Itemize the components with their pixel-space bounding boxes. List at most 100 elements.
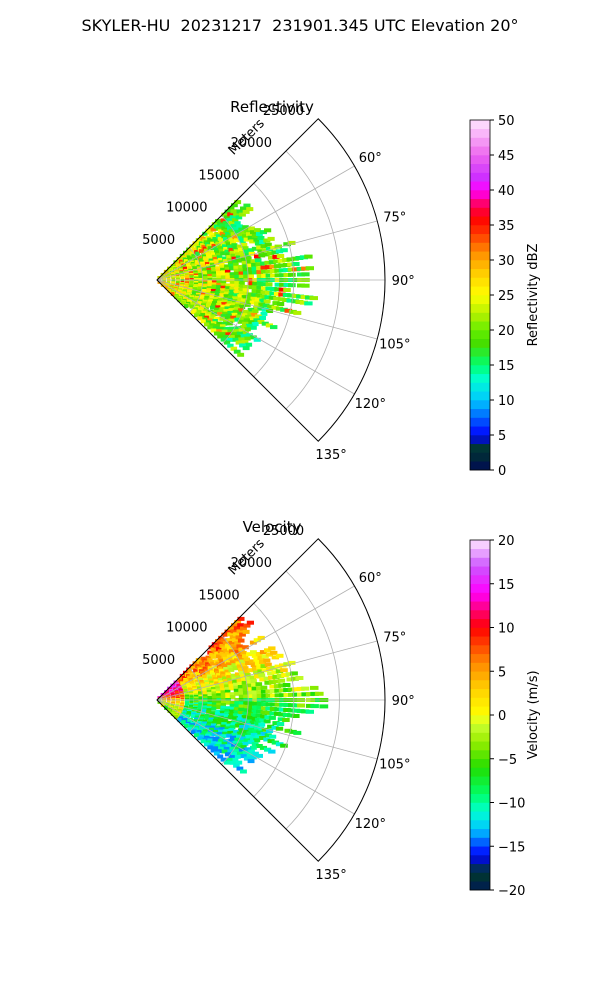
echo-cell — [234, 221, 241, 226]
echo-cell — [271, 725, 279, 730]
echo-cell — [279, 663, 287, 668]
colorbar-segment — [470, 758, 490, 768]
echo-cell — [265, 269, 273, 274]
echo-cell — [243, 701, 250, 706]
echo-cell — [254, 734, 262, 739]
echo-cell — [265, 323, 273, 328]
echo-cell — [228, 318, 235, 323]
echo-cell — [214, 248, 220, 253]
echo-cell — [224, 223, 231, 228]
echo-cell — [210, 328, 217, 333]
echo-cell — [184, 274, 189, 279]
echo-cell — [247, 705, 254, 710]
echo-cell — [282, 713, 291, 717]
echo-cell — [215, 266, 221, 271]
echo-cell — [220, 705, 226, 710]
colorbar-segment — [470, 671, 490, 681]
echo-cell — [224, 708, 231, 713]
echo-cell — [237, 616, 245, 621]
echo-cell — [229, 709, 235, 714]
colorbar-segment — [470, 443, 490, 453]
echo-cell — [265, 286, 273, 291]
colorbar-segment — [470, 233, 490, 243]
echo-cell — [247, 320, 255, 325]
echo-cell — [224, 684, 230, 689]
echo-cell — [254, 314, 262, 319]
echo-cell — [278, 688, 287, 693]
echo-cell — [215, 226, 222, 231]
echo-cell — [256, 665, 263, 670]
echo-cell — [209, 680, 215, 685]
echo-cell — [253, 657, 261, 662]
echo-cell — [284, 728, 293, 733]
echo-cell — [238, 319, 245, 324]
echo-cell — [283, 662, 291, 667]
echo-cell — [242, 330, 249, 335]
echo-cell — [215, 639, 221, 644]
colorbar-segment — [470, 645, 490, 655]
echo-cell — [219, 223, 226, 228]
echo-cell — [233, 265, 240, 270]
echo-cell — [224, 711, 230, 716]
echo-cell — [225, 651, 232, 656]
echo-cell — [216, 741, 222, 746]
echo-cell — [228, 712, 235, 717]
echo-cell — [210, 654, 217, 659]
colorbar-segment — [470, 863, 490, 873]
echo-cell — [257, 669, 265, 674]
colorbar-tick-label: 20 — [498, 534, 515, 549]
sector-frame — [156, 118, 386, 442]
echo-cell — [287, 687, 296, 692]
echo-cell — [190, 665, 196, 670]
echo-cell — [214, 712, 220, 717]
echo-cell — [208, 258, 214, 263]
echo-cell — [209, 293, 215, 298]
echo-cell — [246, 263, 253, 268]
echo-cell — [211, 280, 217, 285]
echo-cell — [283, 268, 291, 272]
echo-cell — [218, 309, 224, 314]
echo-cell — [231, 623, 238, 628]
echo-cell — [238, 247, 245, 252]
echo-cell — [207, 273, 213, 278]
echo-cell — [213, 259, 219, 264]
echo-cell — [256, 266, 263, 271]
echo-cell — [270, 665, 278, 670]
echo-cell — [296, 294, 305, 299]
echo-cell — [266, 667, 274, 671]
echo-cell — [239, 251, 246, 255]
echo-cell — [273, 679, 281, 684]
colorbar-segment — [470, 540, 490, 550]
echo-cell — [260, 706, 268, 711]
echo-cell — [217, 739, 224, 744]
echo-cell — [217, 656, 224, 661]
echo-cell — [224, 269, 231, 274]
echo-cell — [225, 692, 231, 697]
echo-cell — [286, 677, 295, 682]
echo-cell — [236, 233, 243, 237]
echo-cell — [211, 700, 217, 705]
echo-cell — [217, 675, 223, 680]
echo-cell — [221, 234, 228, 239]
echo-cell — [266, 729, 274, 733]
echo-cell — [223, 294, 229, 299]
echo-cell — [216, 285, 222, 290]
echo-cell — [272, 301, 280, 306]
echo-cell — [251, 682, 258, 687]
echo-cell — [258, 253, 266, 258]
echo-cell — [225, 272, 231, 277]
colorbar-segment — [470, 461, 490, 471]
echo-cell — [278, 287, 287, 292]
echo-cell — [237, 711, 244, 715]
echo-cell — [207, 230, 213, 235]
echo-cell — [209, 682, 215, 687]
colorbar-segment — [470, 365, 490, 375]
echo-cell — [224, 239, 231, 244]
echo-cell — [229, 700, 236, 705]
echo-cell — [211, 254, 218, 259]
echo-cell — [251, 233, 259, 238]
colorbar-segment — [470, 601, 490, 611]
echo-cell — [232, 235, 239, 240]
echo-cell — [229, 760, 237, 765]
colorbar-segment — [470, 785, 490, 795]
